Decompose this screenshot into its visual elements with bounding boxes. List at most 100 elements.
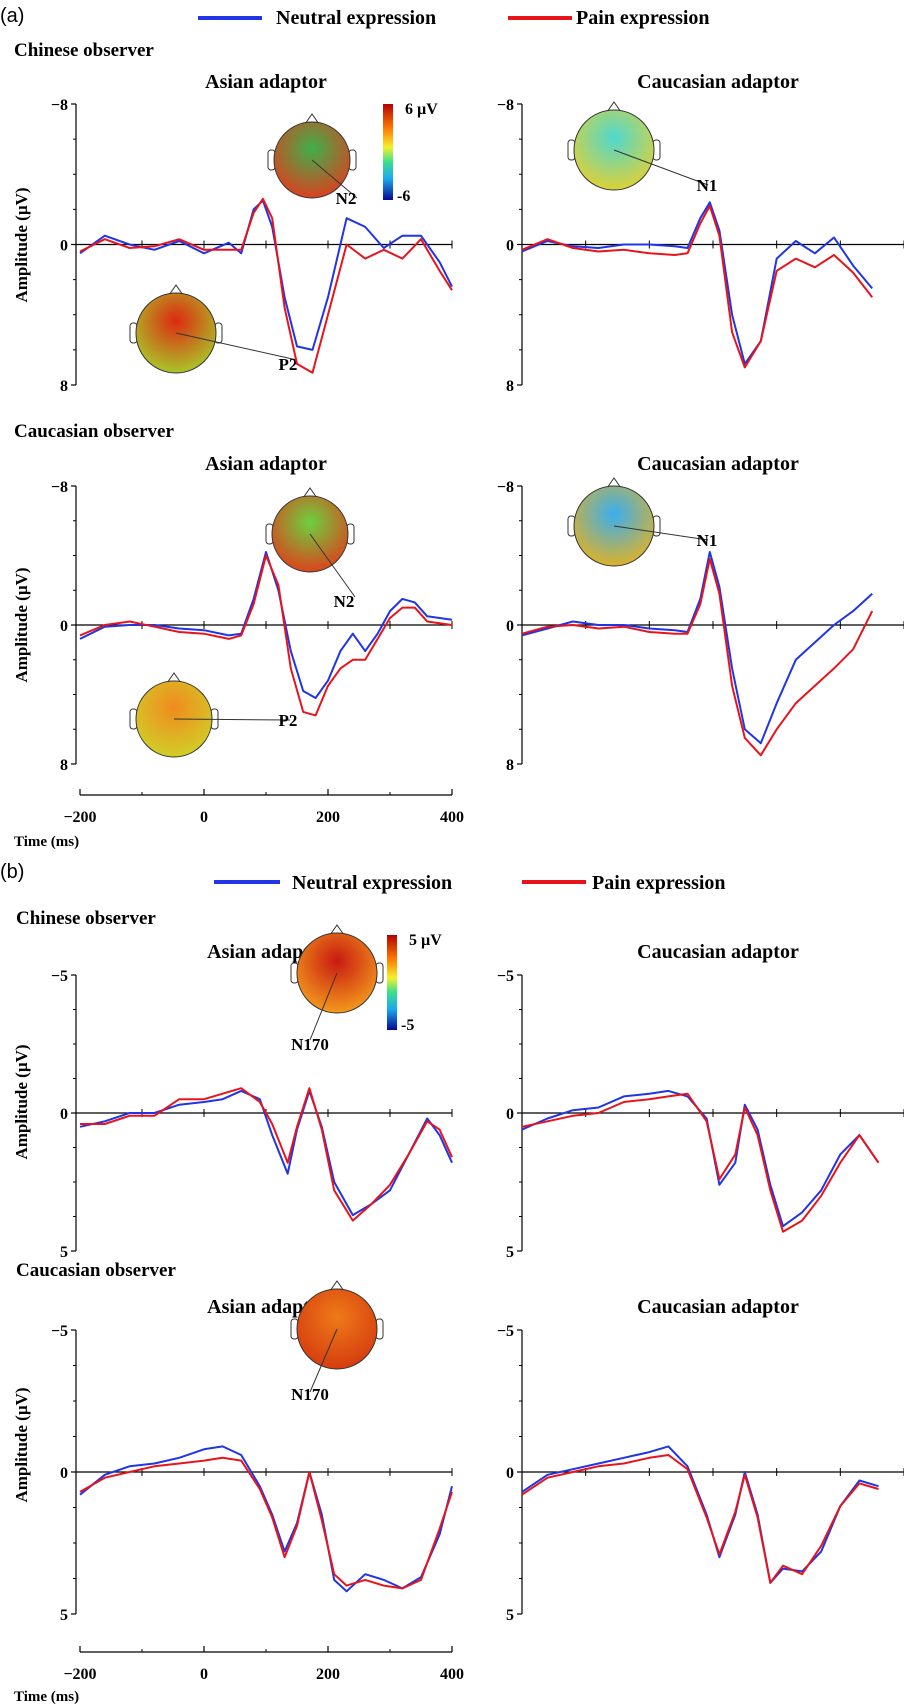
component-label: N1 <box>697 176 718 195</box>
y-tick-label: −8 <box>497 479 514 496</box>
y-tick-label: 0 <box>506 1465 514 1482</box>
x-tick-label: 0 <box>200 809 208 826</box>
y-tick-label: 0 <box>506 1106 514 1123</box>
component-label: N1 <box>697 531 718 550</box>
pain-waveform <box>79 554 453 717</box>
y-axis-title-a2: Amplitude (µV) <box>12 567 31 682</box>
panel-title: Caucasian adaptor <box>637 941 799 963</box>
x-tick-label: 400 <box>440 1666 464 1683</box>
pain-waveform <box>521 1092 880 1233</box>
colorbar-a-max-label: 6 µV <box>405 101 438 118</box>
y-tick-label: −5 <box>497 968 514 985</box>
neutral-waveform <box>79 1089 453 1217</box>
y-tick-label: 0 <box>60 618 68 635</box>
x-tick-label: 0 <box>200 1666 208 1683</box>
panel-title: Asian adaptor <box>207 941 329 963</box>
x-tick-label: 200 <box>316 1666 340 1683</box>
y-tick-label: 8 <box>60 378 68 395</box>
component-leader-line <box>613 525 709 541</box>
observer-label-b-caucasian: Caucasian observer <box>16 1260 176 1281</box>
colorbar-a-min-label: -6 <box>397 188 410 205</box>
component-leader-line <box>311 159 358 199</box>
pain-waveform <box>521 204 873 369</box>
colorbar-b-max-label: 5 µV <box>409 932 442 949</box>
panel-title: Asian adaptor <box>207 1296 329 1318</box>
panel-title: Caucasian adaptor <box>637 1296 799 1318</box>
head-nose <box>606 101 622 113</box>
y-tick-label: 0 <box>60 1465 68 1482</box>
x-axis-title-b: Time (ms) <box>14 1689 79 1705</box>
y-tick-label: 0 <box>60 238 68 255</box>
time-axis-1: −200 0 200 400 <box>63 789 464 826</box>
y-axis-title-a1: Amplitude (µV) <box>12 187 31 302</box>
component-leader-line <box>173 718 291 721</box>
y-tick-label: 8 <box>506 378 514 395</box>
neutral-waveform <box>521 551 873 745</box>
head-nose <box>606 477 622 489</box>
head-nose <box>168 284 184 296</box>
x-tick-label: 200 <box>316 809 340 826</box>
y-tick-label: −5 <box>51 1323 68 1340</box>
observer-label-a-chinese: Chinese observer <box>14 40 154 61</box>
observer-label-a-caucasian: Caucasian observer <box>14 421 174 442</box>
colorbar-b <box>387 935 397 1030</box>
component-leader-line <box>309 533 356 598</box>
component-label: N2 <box>334 592 355 611</box>
x-axis-title-a: Time (ms) <box>14 834 79 850</box>
panel-title: Asian adaptor <box>205 453 327 475</box>
neutral-waveform <box>521 1089 880 1228</box>
colorbar-b-min-label: -5 <box>401 1017 414 1034</box>
erp-panel-2: Caucasian adaptor −8 0 8 N1 <box>497 71 904 395</box>
head-nose <box>304 113 320 125</box>
neutral-waveform <box>521 201 873 365</box>
component-leader-line <box>309 972 338 1041</box>
component-label: N170 <box>291 1035 329 1054</box>
panel-title: Caucasian adaptor <box>637 71 799 93</box>
erp-panel-6: Caucasian adaptor −5 0 5 <box>497 941 904 1261</box>
x-tick-label: 400 <box>440 809 464 826</box>
component-leader-line <box>613 149 709 186</box>
y-tick-label: 5 <box>60 1244 68 1261</box>
neutral-waveform <box>79 1445 453 1593</box>
y-tick-label: 5 <box>506 1607 514 1624</box>
y-tick-label: 0 <box>506 618 514 635</box>
head-nose <box>329 924 345 936</box>
y-tick-label: −5 <box>51 968 68 985</box>
colorbar-a <box>383 104 393 200</box>
y-tick-label: −8 <box>497 97 514 114</box>
x-tick-label: −200 <box>63 1666 96 1683</box>
head-nose <box>302 487 318 499</box>
neutral-waveform <box>521 1445 879 1584</box>
legend-a-neutral-label: Neutral expression <box>276 7 436 29</box>
erp-panel-4: Caucasian adaptor −8 0 8 N1 <box>497 453 904 774</box>
head-nose <box>329 1280 345 1292</box>
legend-b-pain-label: Pain expression <box>592 872 726 894</box>
component-label: N170 <box>291 1385 329 1404</box>
y-tick-label: 0 <box>60 1106 68 1123</box>
pain-waveform <box>521 558 874 757</box>
y-tick-label: 8 <box>506 757 514 774</box>
head-nose <box>166 672 182 684</box>
component-label: P2 <box>279 355 298 374</box>
erp-panel-7: Asian adaptor −5 0 5 N170 <box>51 1280 453 1624</box>
y-tick-label: −5 <box>497 1323 514 1340</box>
legend-b-neutral-label: Neutral expression <box>292 872 452 894</box>
y-axis-title-b1: Amplitude (µV) <box>12 1044 31 1159</box>
time-axis-2: −200 0 200 400 <box>63 1646 464 1683</box>
component-leader-line <box>175 332 298 361</box>
panels-layer: Asian adaptor −8 0 8 N2 P2 Caucasian adaptor −8… <box>51 71 904 1683</box>
y-tick-label: 5 <box>506 1244 514 1261</box>
erp-panel-3: Asian adaptor −8 0 8 N2 P2 <box>51 453 453 774</box>
panel-title: Caucasian adaptor <box>637 453 799 475</box>
component-label: P2 <box>279 711 298 730</box>
section-b-letter: (b) <box>0 861 24 883</box>
legend-a-pain-label: Pain expression <box>576 7 710 29</box>
pain-waveform <box>80 1087 453 1222</box>
y-tick-label: 8 <box>60 757 68 774</box>
pain-waveform <box>79 1456 453 1590</box>
pain-waveform <box>79 197 453 374</box>
neutral-waveform <box>79 551 453 699</box>
pain-waveform <box>521 1454 879 1584</box>
y-tick-label: −8 <box>51 97 68 114</box>
